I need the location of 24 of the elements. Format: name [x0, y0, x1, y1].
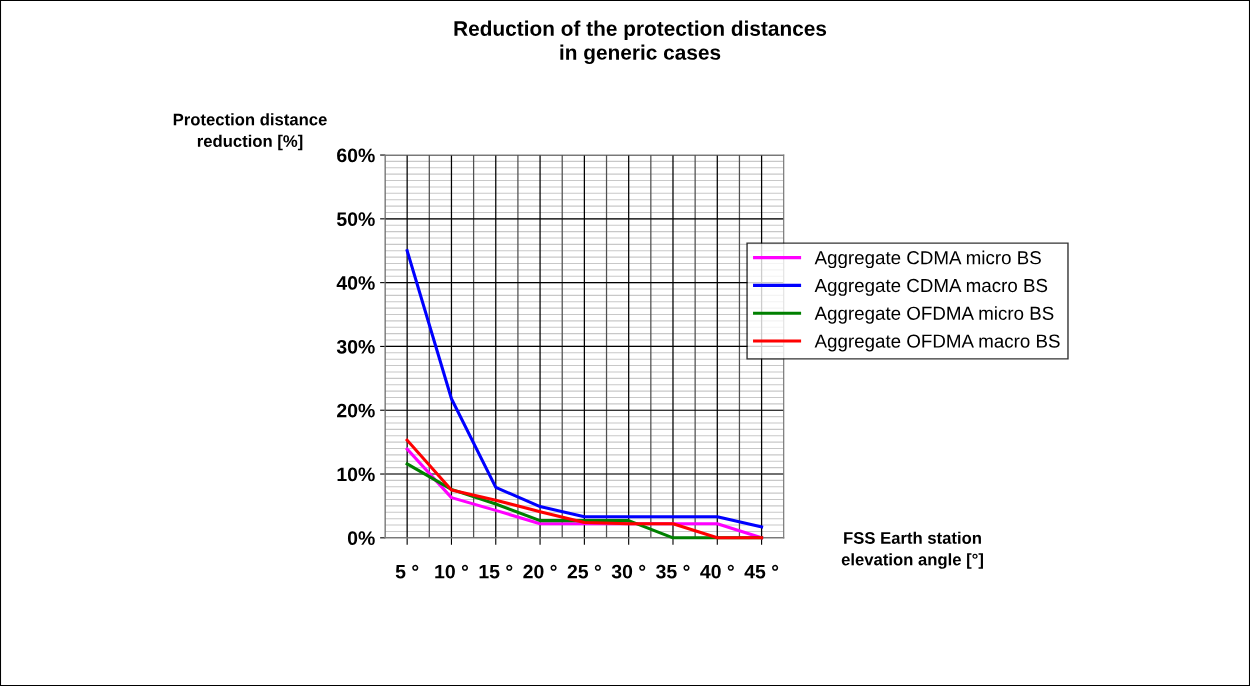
legend-label: Aggregate CDMA micro BS: [814, 250, 1041, 269]
x-tick-label: 30 °: [611, 564, 646, 579]
x-tick-label: 10 °: [435, 564, 469, 579]
y-tick-label: 50%: [336, 212, 375, 227]
x-tick-label: 45 °: [744, 564, 779, 579]
y-tick-label: 40%: [336, 276, 375, 290]
y-tick-label: 10%: [337, 467, 375, 482]
x-tick-label: 25 °: [567, 564, 601, 579]
x-tick-label: 40 °: [700, 564, 734, 579]
y-tick-label: 60%: [337, 148, 375, 163]
x-tick-label: 35 °: [656, 564, 690, 579]
y-axis-title: Protection distance reduction [%]: [173, 113, 327, 151]
y-tick-label: 30%: [336, 339, 375, 354]
x-tick-label: 5 °: [395, 564, 419, 579]
chart-title: Reduction of the protection distances in generic cases: [454, 20, 827, 65]
x-tick-label: 15 °: [479, 564, 513, 579]
x-tick-label: 20 °: [523, 564, 557, 579]
legend-label: Aggregate CDMA macro BS: [814, 278, 1048, 296]
y-tick-label: 0%: [347, 531, 375, 546]
line-series: [405, 249, 764, 529]
legend-label: Aggregate OFDMA micro BS: [814, 306, 1054, 324]
y-tick-label: 20%: [337, 403, 375, 418]
x-axis-title: FSS Earth station elevation angle [°]: [841, 531, 983, 569]
legend-label: Aggregate OFDMA macro BS: [814, 334, 1060, 352]
